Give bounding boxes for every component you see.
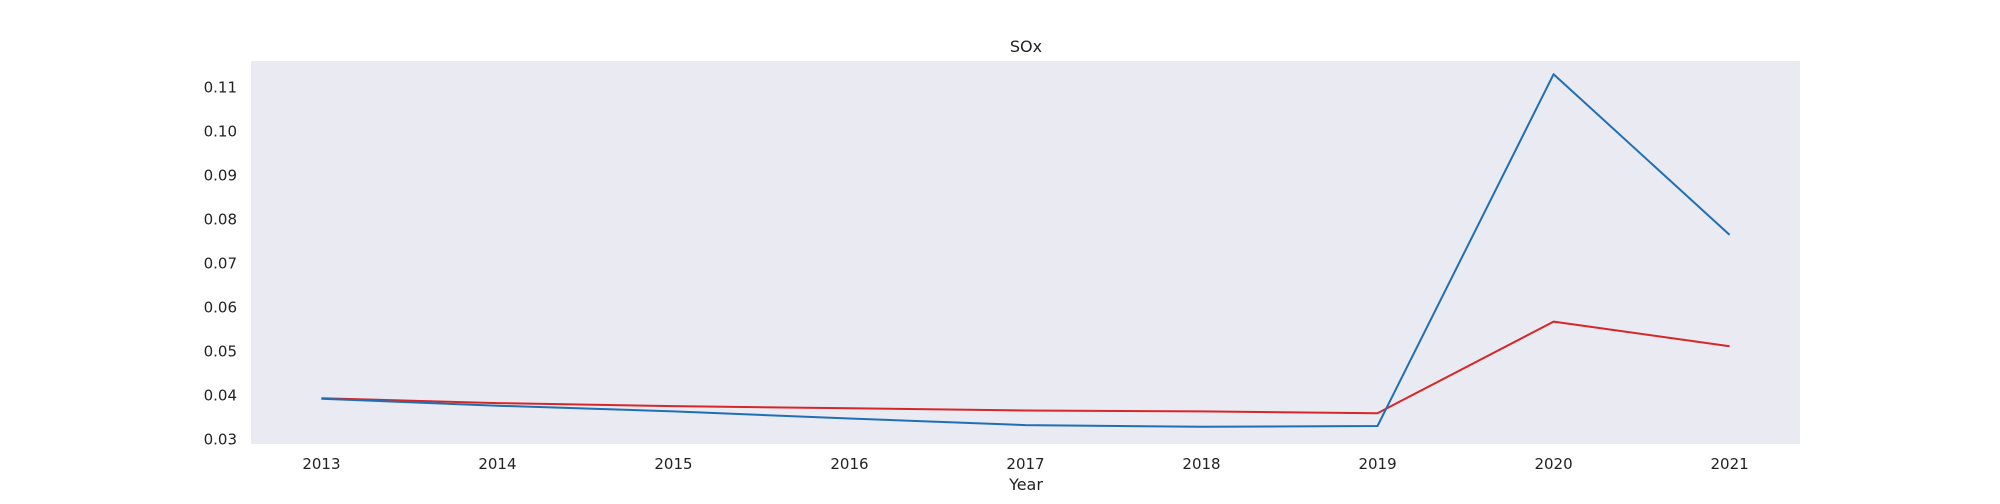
y-tick-label: 0.08 [204, 210, 237, 228]
y-tick-label: 0.05 [204, 343, 237, 361]
x-axis-label: Year [1008, 475, 1043, 494]
x-axis-ticks: 2013 2014 2015 2016 2017 2018 2019 2020 2021 [302, 455, 1748, 473]
y-axis-ticks: 0.03 0.04 0.05 0.06 0.07 0.08 0.09 0.10 0.11 [204, 78, 237, 448]
y-tick-label: 0.09 [204, 166, 237, 184]
series-lines [321, 73, 1731, 428]
series-line-2 [321, 73, 1731, 428]
x-tick-label: 2020 [1534, 455, 1572, 473]
y-tick-label: 0.07 [204, 255, 237, 273]
x-tick-label: 2013 [302, 455, 340, 473]
x-tick-label: 2014 [478, 455, 516, 473]
y-tick-label: 0.06 [204, 299, 237, 317]
chart-title: SOx [1010, 37, 1042, 56]
y-tick-label: 0.03 [204, 431, 237, 449]
x-tick-label: 2017 [1006, 455, 1044, 473]
plot-area [251, 61, 1800, 444]
y-tick-label: 0.11 [204, 78, 237, 96]
x-tick-label: 2015 [654, 455, 692, 473]
y-tick-label: 0.04 [204, 387, 237, 405]
x-tick-label: 2019 [1358, 455, 1396, 473]
y-tick-label: 0.10 [204, 122, 237, 140]
series-line-1 [321, 320, 1730, 415]
x-tick-label: 2018 [1182, 455, 1220, 473]
x-tick-label: 2016 [830, 455, 868, 473]
x-tick-label: 2021 [1710, 455, 1748, 473]
